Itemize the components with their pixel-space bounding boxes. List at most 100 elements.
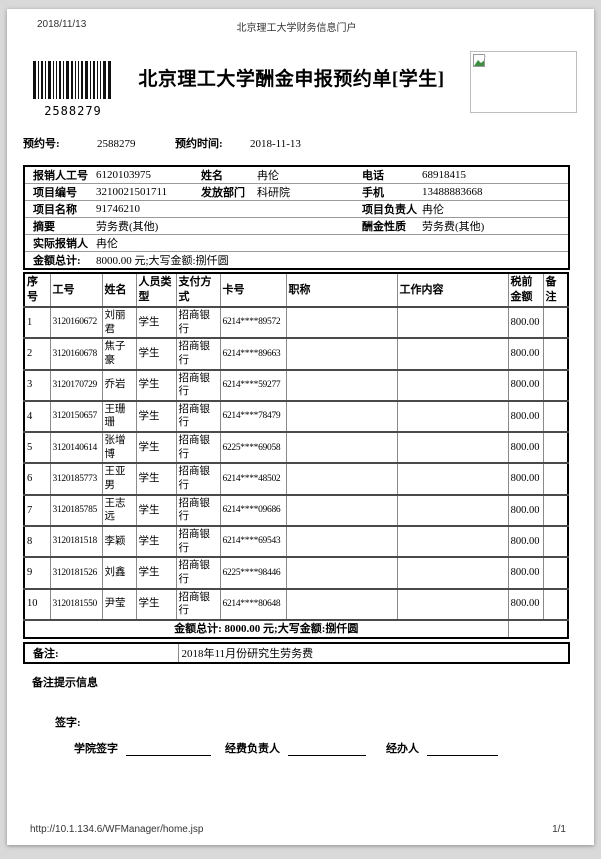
reservation-no-label: 预约号: [23,138,60,150]
actual-payee-value: 冉伦 [94,234,569,252]
project-no-label: 项目编号 [24,183,94,201]
print-date: 2018/11/13 [37,19,87,30]
project-name-value: 91746210 [94,200,354,218]
cell-employee-id: 3120185773 [49,462,103,496]
payee-list-table: 序号 工号 姓名 人员类型 支付方式 卡号 职称 工作内容 税前金额 备注 1 … [23,272,569,640]
cell-person-type: 学生 [135,368,177,402]
cell-pay-method: 招商银行 [175,399,221,433]
cell-amount: 800.00 [507,305,544,339]
cell-note [542,305,569,339]
name-value: 冉伦 [257,170,279,182]
table-row: 摘要 劳务费(其他) 酬金性质 劳务费(其他) [24,217,569,235]
total-value: 8000.00 元;大写金额:捌仟圆 [94,251,569,269]
cell-job-title [285,368,398,402]
cell-card-number: 6214****89572 [219,305,287,339]
cell-person-type: 学生 [135,587,177,621]
cell-pay-method: 招商银行 [175,368,221,402]
cell-amount: 800.00 [507,462,544,496]
barcode-icon [33,61,111,99]
cell-person-type: 学生 [135,305,177,339]
cell-amount: 800.00 [507,587,544,621]
col-person-type: 人员类型 [135,273,177,308]
reservation-line: 预约号: 2588279 预约时间: 2018-11-13 [23,135,570,150]
cell-card-number: 6214****59277 [219,368,287,402]
col-employee-id: 工号 [49,273,103,308]
table-row: 4 3120150657 王珊珊 学生 招商银行 6214****78479 8… [23,399,569,433]
cell-employee-id: 3120160678 [49,337,103,371]
cell-job-title [285,524,398,558]
cell-work-content [396,431,509,464]
cell-job-title [285,493,398,527]
summary-value: 劳务费(其他) [94,217,354,235]
browser-print-header: 2018/11/13 北京理工大学财务信息门户 [23,19,570,34]
reservation-no-value: 2588279 [97,138,136,150]
cell-work-content [396,337,509,371]
table-summary-row: 金额总计: 8000.00 元;大写金额:捌仟圆 [23,618,569,639]
project-no-value: 3210021501711 [94,183,193,201]
cell-work-content [396,305,509,339]
cell-note [542,399,569,433]
barcode-number: 2588279 [44,104,102,118]
cell-work-content [396,556,509,590]
document-title: 北京理工大学酬金申报预约单[学生] [138,69,445,90]
pay-nature-label: 酬金性质 [354,217,420,235]
funds-owner-label: 经费负责人 [225,743,280,756]
cell-employee-id: 3120150657 [49,399,103,433]
table-row: 3 3120170729 乔岩 学生 招商银行 6214****59277 80… [23,368,569,402]
page-indicator: 1/1 [552,824,566,835]
table-row: 7 3120185785 王志远 学生 招商银行 6214****09686 8… [23,493,569,527]
cell-name: 乔岩 [101,368,137,402]
cell-employee-id: 3120170729 [49,368,103,402]
cell-job-title [285,462,398,496]
cell-note [542,431,569,464]
cell-job-title [285,399,398,433]
table-row: 金额总计: 8000.00 元;大写金额:捌仟圆 [24,251,569,269]
col-job-title: 职称 [285,273,398,308]
cell-work-content [396,462,509,496]
broken-image-placeholder [470,51,577,113]
cell-note [542,368,569,402]
total-label: 金额总计: [24,251,94,269]
cell-name: 尹莹 [101,587,137,621]
table-row: 项目编号 3210021501711 发放部门 科研院 手机 134888836… [24,183,569,201]
col-note: 备注 [542,273,569,308]
pay-nature-value: 劳务费(其他) [420,217,569,235]
cell-amount: 800.00 [507,556,544,590]
cell-pay-method: 招商银行 [175,587,221,621]
table-row: 6 3120185773 王亚男 学生 招商银行 6214****48502 8… [23,462,569,496]
col-amount: 税前金额 [507,273,544,308]
cell-card-number: 6214****80648 [219,587,287,621]
cell-person-type: 学生 [135,337,177,371]
table-row: 备注: 2018年11月份研究生劳务费 [24,643,569,664]
cell-job-title [285,337,398,371]
cell-pay-method: 招商银行 [175,431,221,464]
col-seq: 序号 [23,273,51,308]
cell-name: 焦子豪 [101,337,137,371]
cell-pay-method: 招商银行 [175,305,221,339]
project-name-label: 项目名称 [24,200,94,218]
site-title: 北京理工大学财务信息门户 [236,23,357,34]
cell-name: 王志远 [101,493,137,527]
phone-label: 电话 [362,170,384,182]
leader-value: 冉伦 [420,200,569,218]
cell-name: 王珊珊 [101,399,137,433]
cell-name: 刘鑫 [101,556,137,590]
cell-employee-id: 3120181550 [49,587,103,621]
handler-label: 经办人 [386,743,419,756]
cell-name: 李颖 [101,524,137,558]
cell-seq: 6 [23,462,51,496]
phone-value: 68918415 [422,169,466,181]
cell-job-title [285,587,398,621]
cell-note [542,587,569,621]
cell-job-title [285,431,398,464]
cell-card-number: 6214****09686 [219,493,287,527]
name-label: 姓名 [201,170,223,182]
table-row: 5 3120140614 张增博 学生 招商银行 6225****69058 8… [23,431,569,464]
signature-line [427,743,498,757]
cell-amount: 800.00 [507,368,544,402]
summary-label: 摘要 [24,217,94,235]
college-sign-label: 学院签字 [74,743,118,756]
cell-amount: 800.00 [507,431,544,464]
table-row: 8 3120181518 李颖 学生 招商银行 6214****69543 80… [23,524,569,558]
cell-employee-id: 3120181526 [49,556,103,590]
